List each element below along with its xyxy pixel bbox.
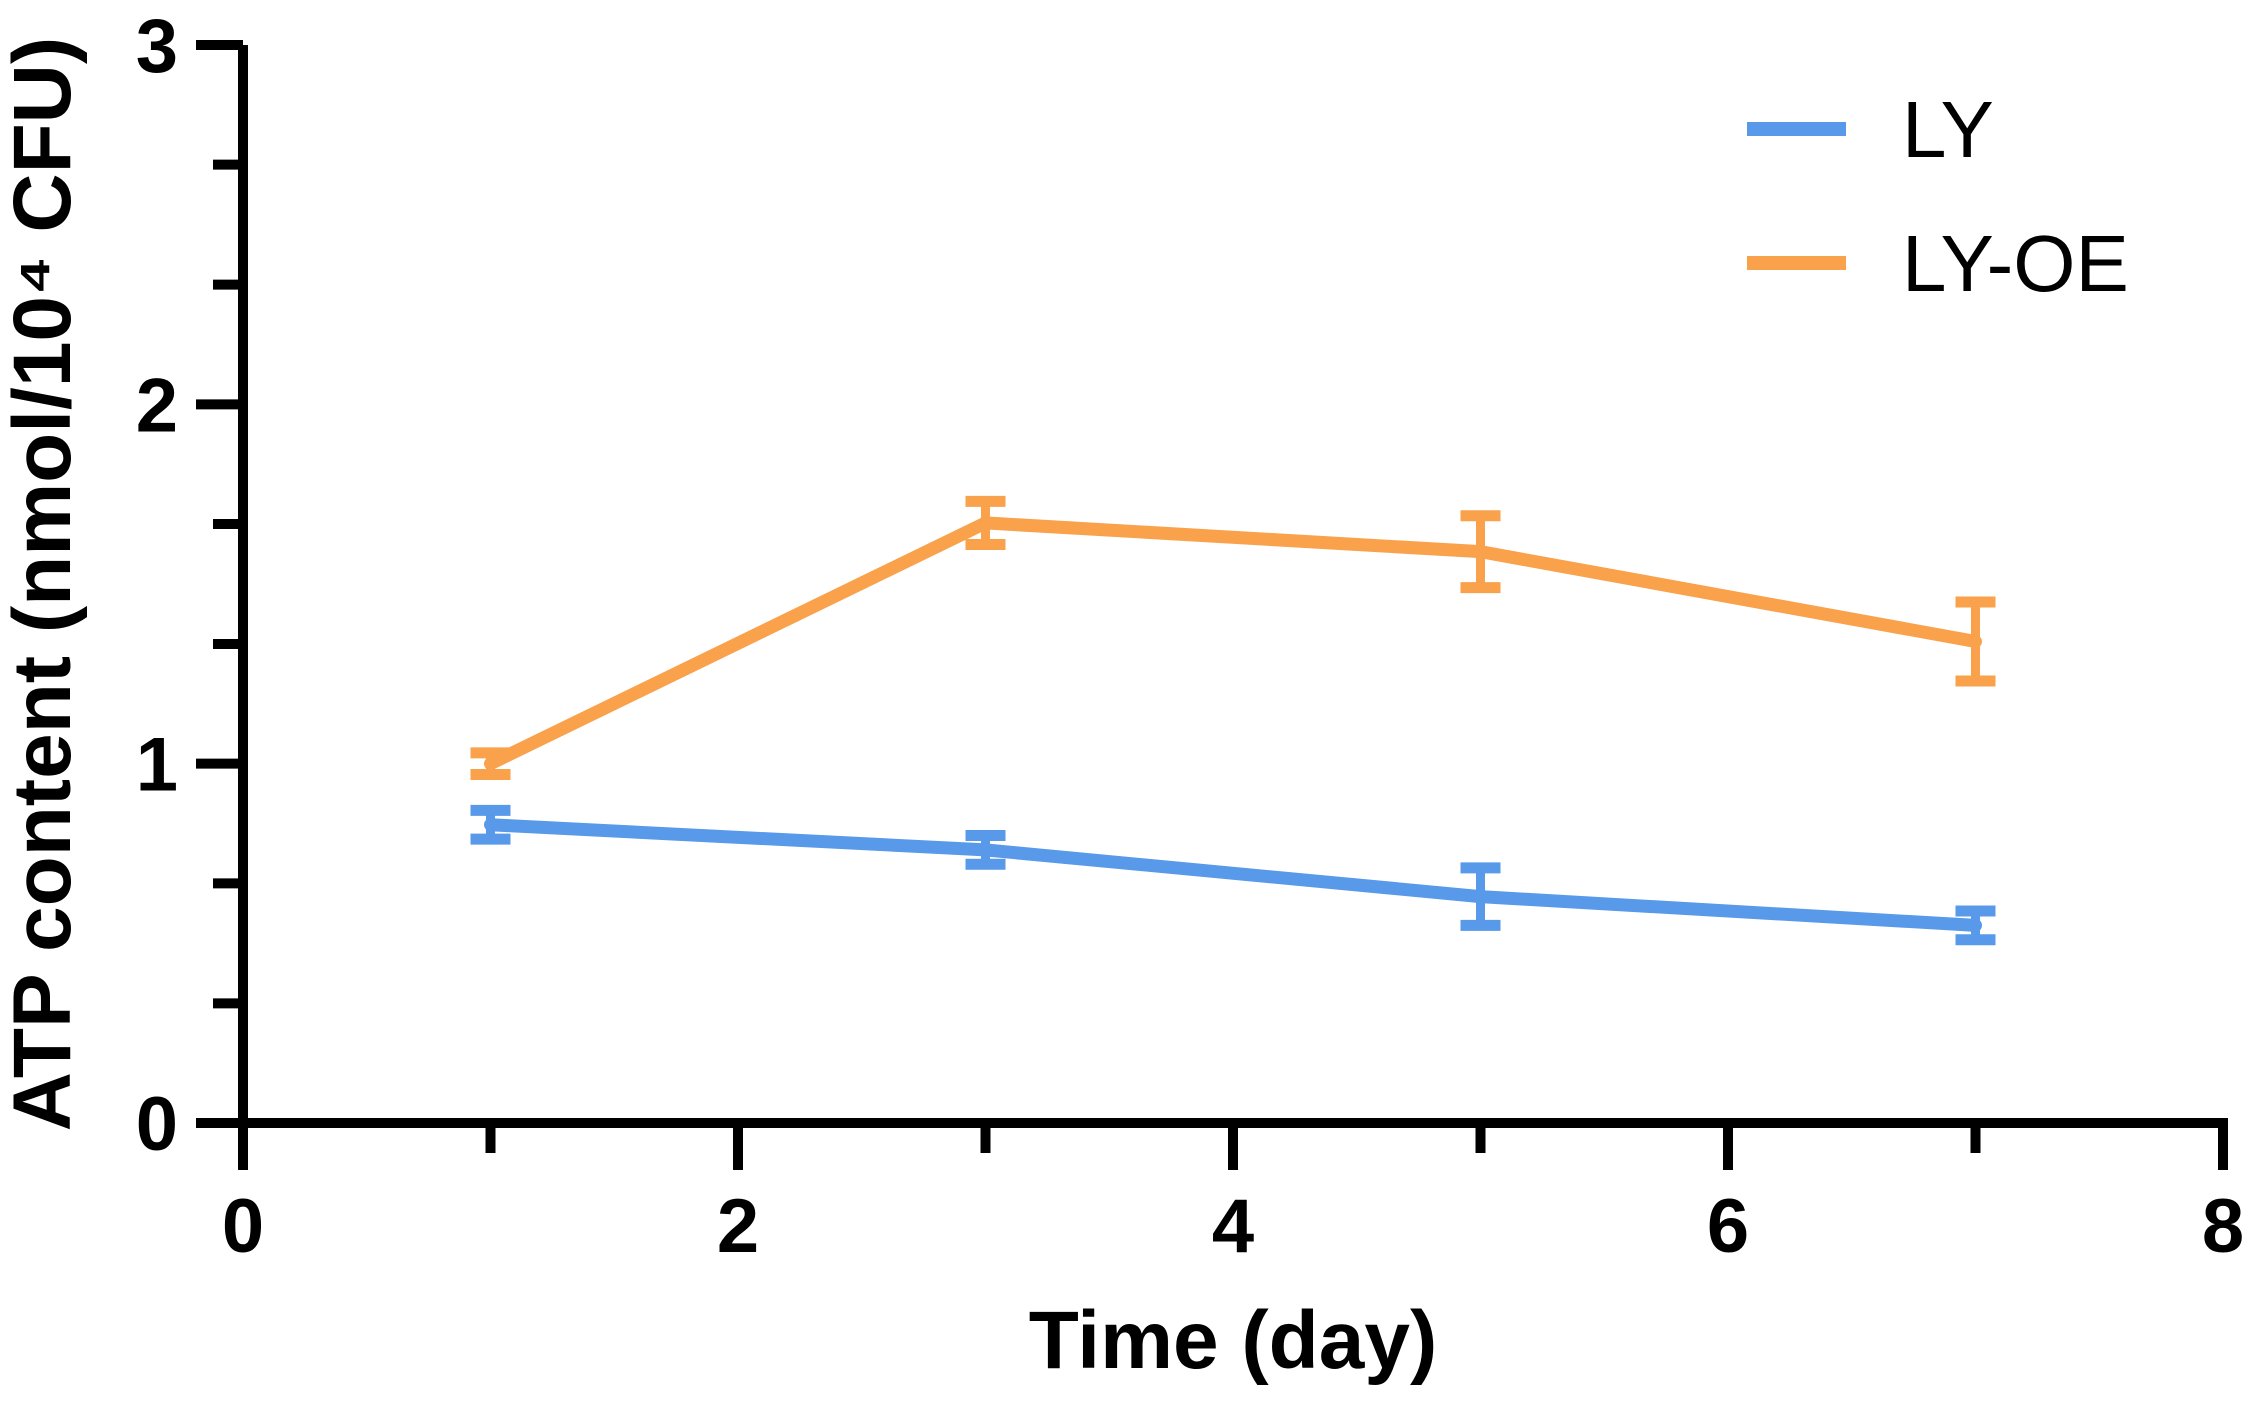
y-tick-label: 1	[136, 723, 178, 808]
legend: LY LY-OE	[1747, 85, 2129, 308]
x-tick-label: 6	[1707, 1184, 1749, 1269]
y-tick-label: 3	[136, 4, 178, 89]
series-line-LY	[484, 818, 1982, 932]
x-axis-title: Time (day)	[1029, 1295, 1438, 1386]
plot-area: 0 1 2 3 0 2 4 6 8	[136, 4, 2244, 1269]
legend-label-ly-oe: LY-OE	[1902, 219, 2129, 308]
x-tick-label: 0	[222, 1184, 264, 1269]
legend-label-ly: LY	[1902, 85, 1994, 174]
x-tick-label: 4	[1212, 1184, 1254, 1269]
series-line-LY-OE	[484, 516, 1982, 771]
x-tick-label: 8	[2202, 1184, 2244, 1269]
x-tick-label: 2	[717, 1184, 759, 1269]
y-tick-label: 2	[136, 363, 178, 448]
y-tick-label: 0	[136, 1082, 178, 1167]
y-axis-title: ATP content (nmol/10⁴ CFU)	[0, 37, 88, 1131]
